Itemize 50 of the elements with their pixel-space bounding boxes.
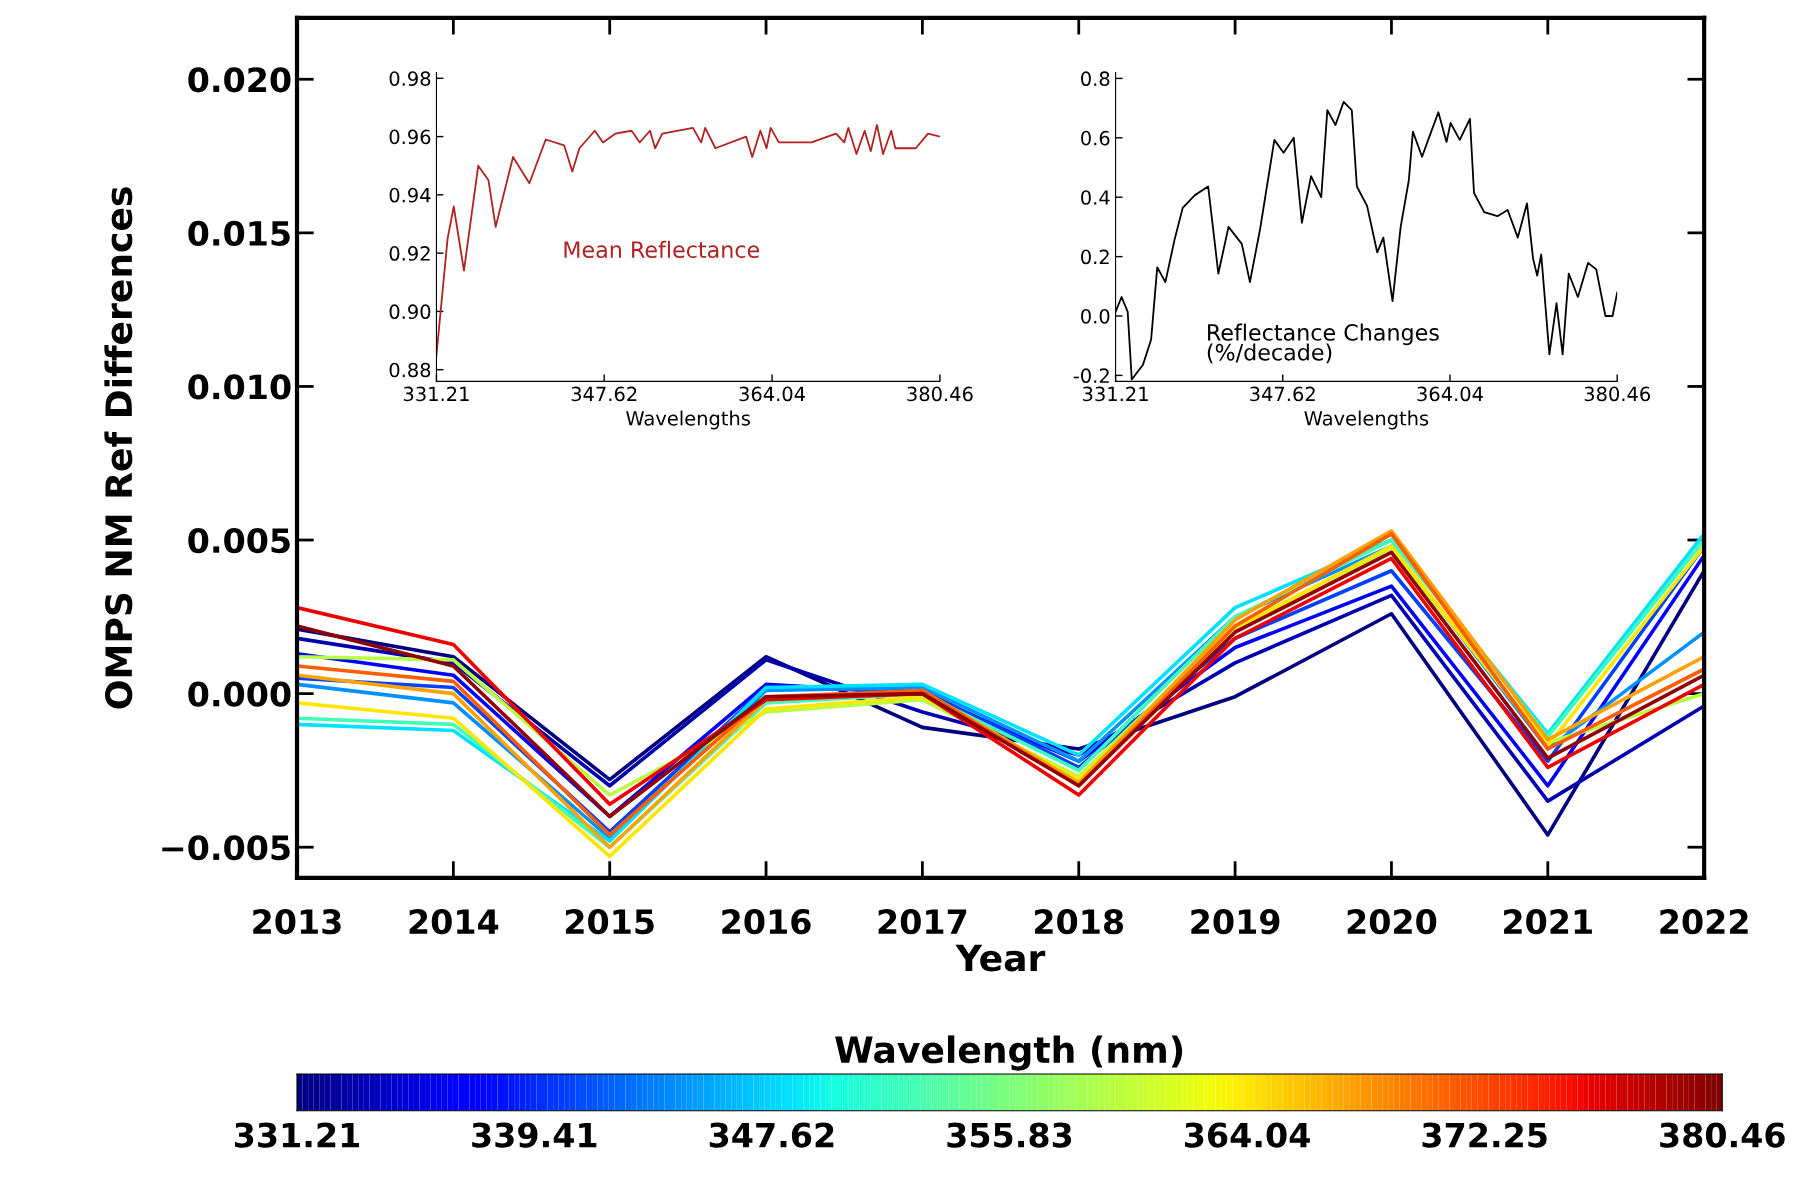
y-tick-label: 0.4 [1081, 190, 1110, 205]
y-tick-label: -0.2 [1073, 368, 1109, 384]
x-axis-title: Year [955, 944, 1046, 972]
x-axis-title: Wavelengths [626, 410, 750, 430]
annotation: Mean Reflectance [564, 240, 760, 259]
y-tick-label: 0.92 [389, 246, 430, 261]
y-tick-label: 0.015 [188, 220, 290, 246]
y-tick-label: 0.0 [1081, 308, 1110, 324]
color-bar-label: 364.04 [1185, 1122, 1310, 1148]
color-bar-label: 339.41 [472, 1122, 597, 1148]
y-axis-title: OMPS NM Ref Differences [104, 187, 133, 709]
x-tick-label: 2020 [1347, 909, 1437, 935]
x-tick-label: 2017 [878, 909, 967, 935]
x-tick-label: 364.04 [1417, 386, 1483, 402]
x-tick-label: 364.04 [739, 386, 805, 402]
y-tick-label: 0.96 [389, 129, 431, 145]
x-tick-label: 2014 [409, 909, 499, 935]
x-tick-label: 380.46 [907, 386, 973, 402]
color-bar-title: Wavelength (nm) [835, 1035, 1183, 1071]
x-tick-label: 2021 [1504, 909, 1592, 935]
color-bar-label: 331.21 [234, 1122, 360, 1148]
y-tick-label: 0.94 [389, 187, 431, 203]
x-tick-label: 2016 [722, 909, 811, 935]
y-tick-label: 0.90 [389, 304, 431, 320]
x-tick-label: 2018 [1035, 909, 1124, 935]
y-tick-label: 0.005 [188, 527, 290, 554]
x-tick-label: 331.21 [403, 386, 469, 402]
y-tick-label: 0.020 [188, 67, 291, 93]
y-tick-label: −0.005 [162, 835, 290, 861]
color-bar-label: 372.25 [1422, 1122, 1547, 1148]
x-tick-label: 347.62 [1250, 386, 1315, 402]
x-tick-label: 380.46 [1584, 386, 1651, 402]
annotation: Reflectance Changes (%/decade) [1207, 323, 1439, 364]
y-tick-label: 0.8 [1081, 71, 1110, 87]
y-tick-label: 0.000 [188, 681, 291, 707]
x-tick-label: 2015 [565, 909, 654, 935]
x-tick-label: 2019 [1191, 909, 1280, 935]
y-tick-label: 0.010 [188, 374, 291, 400]
x-tick-label: 2013 [253, 909, 341, 935]
x-tick-label: 347.62 [571, 386, 637, 402]
color-bar-label: 347.62 [709, 1122, 834, 1148]
y-tick-label: 0.98 [389, 71, 431, 86]
x-axis-title: Wavelengths [1304, 410, 1429, 430]
y-tick-label: 0.2 [1081, 249, 1109, 265]
x-tick-label: 331.21 [1083, 386, 1148, 402]
y-tick-label: 0.88 [389, 362, 431, 378]
y-tick-label: 0.6 [1081, 130, 1110, 146]
color-bar-label: 380.46 [1660, 1122, 1785, 1148]
color-bar-label: 355.83 [947, 1122, 1072, 1148]
x-tick-label: 2022 [1660, 909, 1748, 935]
